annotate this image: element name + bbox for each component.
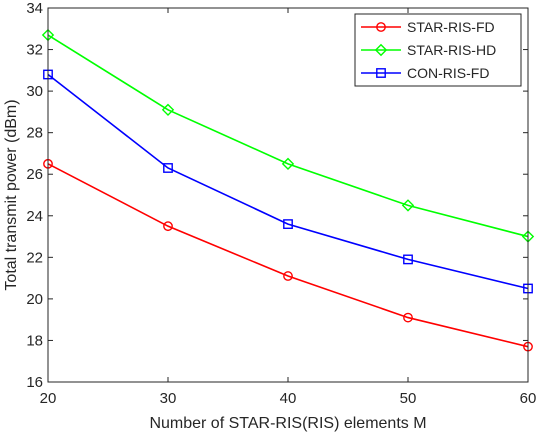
series-con-ris-fd [43,69,533,294]
legend-label: CON-RIS-FD [407,65,489,81]
x-axis-title: Number of STAR-RIS(RIS) elements M [149,415,426,432]
data-point [283,219,293,229]
y-axis-title: Total transmit power (dBm) [3,99,20,290]
y-tick-label: 18 [26,332,43,349]
y-tick-label: 20 [26,291,43,308]
series-line [47,34,529,238]
y-tick-label: 22 [26,249,43,266]
legend-entry: CON-RIS-FD [361,65,489,81]
series-line [47,73,529,290]
legend-entry: STAR-RIS-FD [361,19,495,35]
y-tick-label: 24 [26,208,43,225]
x-tick-label: 60 [520,390,537,407]
y-tick-label: 28 [26,125,43,142]
data-point [403,254,413,265]
legend-entry: STAR-RIS-HD [361,42,496,58]
data-point [401,199,415,212]
y-tick-label: 30 [26,83,43,100]
legend-label: STAR-RIS-FD [407,19,495,35]
y-tick-label: 32 [26,42,43,59]
legend-label: STAR-RIS-HD [407,42,496,58]
legend: STAR-RIS-FD STAR-RIS-HD CON-RIS-FD [354,13,522,87]
legend-marker [374,43,388,57]
data-point [403,312,413,323]
y-tick-label: 16 [26,374,43,391]
y-tick-label: 34 [26,0,43,17]
data-point [281,157,295,171]
data-point [163,221,173,232]
x-tick-label: 50 [400,390,417,407]
series-line [47,163,529,348]
legend-marker [376,68,386,78]
legend-marker [376,22,386,32]
data-point [163,163,173,173]
x-tick-label: 30 [160,390,177,407]
axis-layer: 20 30 40 50 60 16 18 20 22 24 26 28 30 32 34 [26,0,536,407]
series-star-ris-hd [41,28,535,243]
y-tick-label: 26 [26,166,43,183]
data-point [283,271,293,281]
data-point [161,103,175,117]
x-tick-label: 20 [40,390,57,407]
x-tick-label: 40 [280,390,297,407]
